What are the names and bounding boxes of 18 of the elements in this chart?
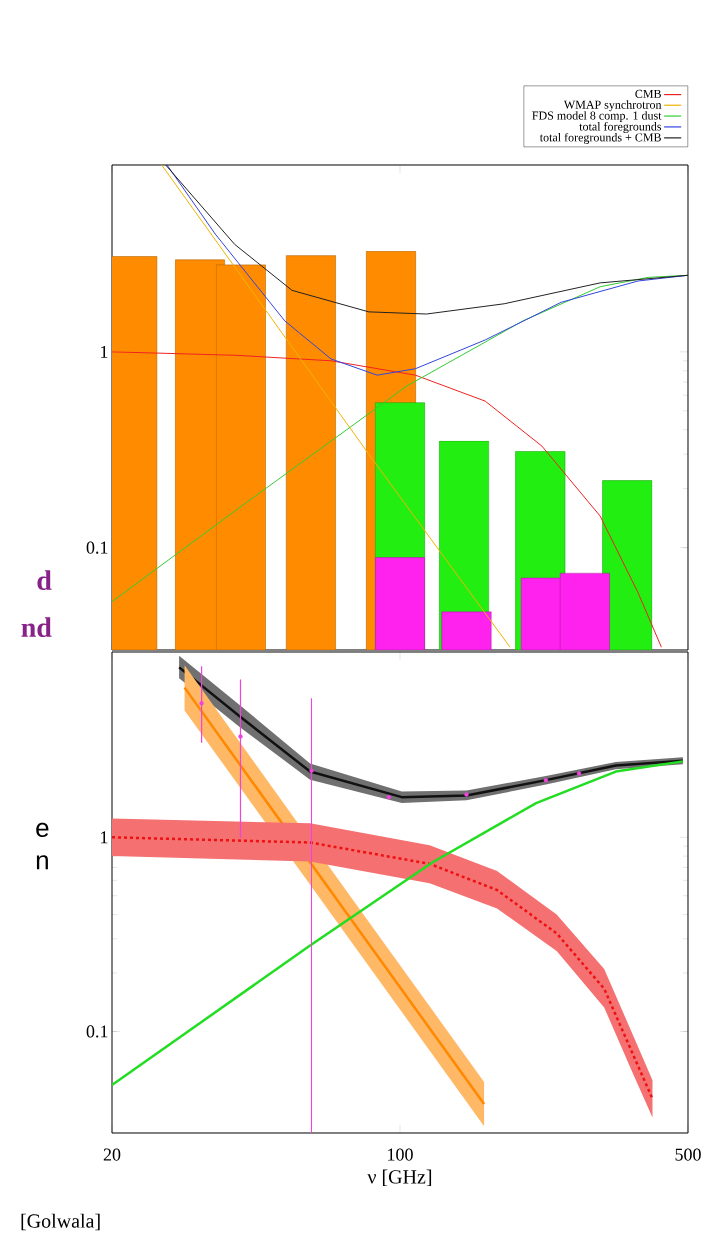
text: [Golwala] — [21, 1213, 100, 1231]
legend-label: WMAP synchrotron — [563, 100, 662, 112]
text: d — [37, 570, 52, 590]
text: e — [36, 822, 49, 838]
y-tick-label: 0.1 — [86, 541, 108, 554]
legend-label: CMB — [635, 89, 661, 98]
legend-label: total foregrounds — [579, 121, 662, 133]
legend-label: total foregrounds + CMB — [539, 132, 661, 144]
x-tick-label: 100 — [388, 1148, 413, 1161]
x-tick-label: 500 — [675, 1148, 701, 1161]
text: nd — [21, 617, 52, 638]
y-tick-label: 0.1 — [86, 1025, 108, 1038]
text: n — [36, 855, 48, 870]
y-tick-label: 1 — [101, 345, 108, 358]
legend-label: FDS model 8 comp. 1 dust — [532, 111, 662, 123]
x-tick-label: 20 — [103, 1148, 121, 1161]
x-axis-title: ν [GHz] — [367, 1169, 432, 1187]
y-tick-label: 1 — [101, 831, 108, 844]
